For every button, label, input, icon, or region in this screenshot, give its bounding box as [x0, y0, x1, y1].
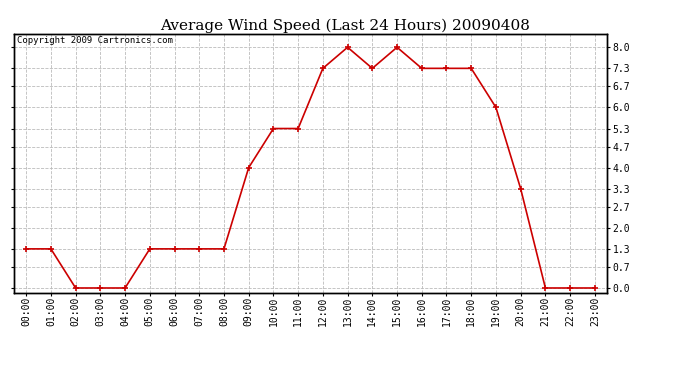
- Text: Average Wind Speed (Last 24 Hours) 20090408: Average Wind Speed (Last 24 Hours) 20090…: [160, 19, 530, 33]
- Text: Copyright 2009 Cartronics.com: Copyright 2009 Cartronics.com: [17, 36, 172, 45]
